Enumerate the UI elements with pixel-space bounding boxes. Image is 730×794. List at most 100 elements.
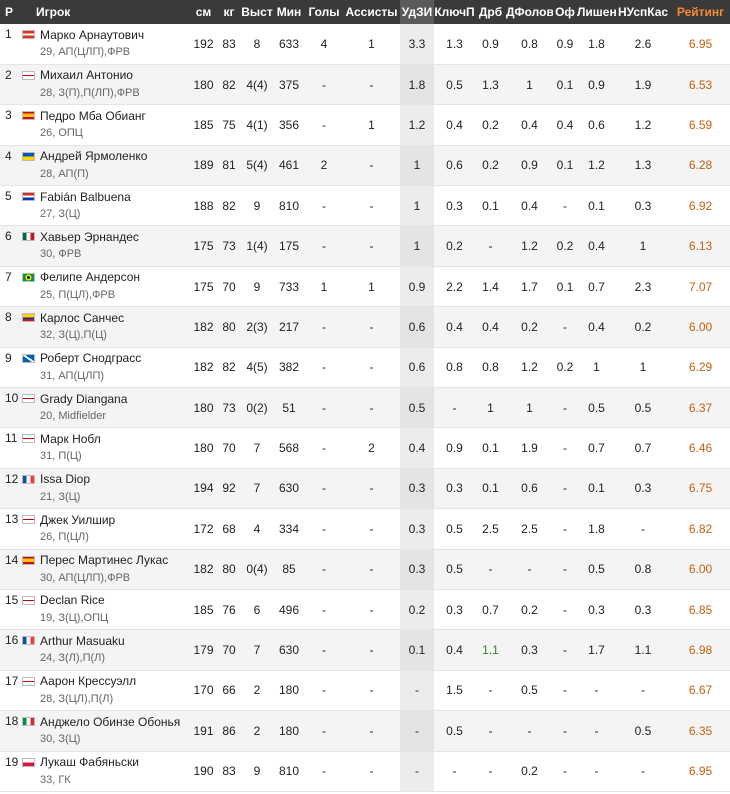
- player-cell: Андрей Ярмоленко 28, АП(П): [22, 145, 190, 187]
- mexico-flag-icon: [22, 232, 35, 242]
- player-cell: Хавьер Эрнандес 30, ФРВ: [22, 225, 190, 267]
- col-shots-on-target[interactable]: УдЗИ: [400, 0, 434, 24]
- col-goals[interactable]: Голы: [305, 0, 343, 24]
- col-player[interactable]: Игрок: [22, 0, 190, 24]
- cell-shots-on-target: 0.3: [400, 468, 434, 510]
- player-age-positions: 31, П(Ц): [40, 450, 82, 463]
- table-row[interactable]: 13 Джек Уилшир 26, П(ЦЛ) 172 68 4 334- -0.3 0.5 2…: [0, 508, 730, 550]
- table-row[interactable]: 2 Михаил Антонио 28, З(П),П(ЛП),ФРВ 180 82 4(…: [0, 64, 730, 106]
- table-row[interactable]: 8 Карлос Санчес 32, З(Ц),П(Ц) 182 80 2(3) 217-…: [0, 306, 730, 348]
- col-key-passes[interactable]: КлючП: [434, 0, 475, 24]
- rank-cell: 19: [0, 751, 22, 792]
- player-name-link[interactable]: Хавьер Эрнандес: [40, 229, 139, 244]
- col-apps[interactable]: Выст: [241, 0, 273, 24]
- cell-dispossessed: 0.4: [577, 225, 616, 267]
- rank-cell: 9: [0, 347, 22, 389]
- cell-fouled: 0.8: [506, 24, 553, 65]
- table-row[interactable]: 12 Issa Diop 21, З(Ц) 194 92 7 630- -0.3 0.3 0.1 0…: [0, 468, 730, 510]
- player-name-link[interactable]: Карлос Санчес: [40, 310, 125, 325]
- cell-offsides: 0.1: [553, 145, 577, 187]
- cell-assists: -: [343, 710, 400, 752]
- col-bad-touches[interactable]: НУспКас: [616, 0, 670, 24]
- player-name-link[interactable]: Марк Нобл: [40, 431, 101, 446]
- player-name-link[interactable]: Fabián Balbuena: [40, 189, 131, 204]
- cell-dribbles: 0.4: [475, 306, 506, 348]
- table-row[interactable]: 16 Arthur Masuaku 24, З(Л),П(Л) 179 70 7 630- -…: [0, 629, 730, 671]
- cell-mins: 461: [273, 145, 305, 187]
- cell-key-passes: 0.5: [434, 508, 475, 550]
- player-name-link[interactable]: Issa Diop: [40, 472, 91, 487]
- cell-bad-touches: 0.5: [616, 710, 670, 752]
- table-row[interactable]: 15 Declan Rice 19, З(Ц),ОПЦ 185 76 6 496- -0.2 0…: [0, 589, 730, 631]
- cell-dispossessed: 0.3: [577, 589, 616, 631]
- col-rank[interactable]: Р: [0, 0, 22, 24]
- rank-cell: 4: [0, 145, 22, 187]
- col-dispossessed[interactable]: Лишен: [577, 0, 616, 24]
- player-name-link[interactable]: Джек Уилшир: [40, 512, 116, 527]
- cell-mins: 810: [273, 751, 305, 792]
- cell-goals: -: [305, 549, 343, 590]
- cell-height: 194: [190, 468, 217, 510]
- player-cell: Джек Уилшир 26, П(ЦЛ): [22, 508, 190, 550]
- cell-shots-on-target: 0.3: [400, 549, 434, 590]
- table-row[interactable]: 5 Fabián Balbuena 27, З(Ц) 188 82 9 810- -1 0.3 0…: [0, 185, 730, 227]
- table-row[interactable]: 18 Анджело Обинзе Обонья 30, З(Ц) 191 86 2 180…: [0, 710, 730, 752]
- player-name-link[interactable]: Педро Мба Обианг: [40, 108, 146, 123]
- cell-height: 182: [190, 306, 217, 348]
- table-row[interactable]: 3 Педро Мба Обианг 26, ОПЦ 185 75 4(1) 356-1 1.…: [0, 104, 730, 146]
- col-fouled[interactable]: ДФолов: [506, 0, 553, 24]
- col-offsides[interactable]: Оф: [553, 0, 577, 24]
- rating-cell: 6.53: [670, 64, 730, 106]
- rank-cell: 5: [0, 185, 22, 227]
- cell-key-passes: 0.8: [434, 347, 475, 389]
- player-name-link[interactable]: Arthur Masuaku: [40, 633, 125, 648]
- rank-cell: 13: [0, 508, 22, 550]
- player-name-link[interactable]: Марко Арнаутович: [40, 27, 145, 42]
- cell-key-passes: 0.4: [434, 306, 475, 348]
- player-name-link[interactable]: Андрей Ярмоленко: [40, 149, 148, 164]
- col-weight[interactable]: кг: [217, 0, 241, 24]
- col-rating[interactable]: Рейтинг: [670, 0, 730, 24]
- col-height[interactable]: см: [190, 0, 217, 24]
- brazil-flag-icon: [22, 272, 35, 282]
- cell-mins: 810: [273, 185, 305, 227]
- player-name-link[interactable]: Анджело Обинзе Обонья: [40, 714, 181, 729]
- cell-bad-touches: 1.2: [616, 104, 670, 146]
- cell-dispossessed: 0.7: [577, 266, 616, 308]
- cell-offsides: -: [553, 185, 577, 227]
- player-name-link[interactable]: Лукаш Фабяньски: [40, 755, 139, 770]
- cell-height: 179: [190, 629, 217, 671]
- table-row[interactable]: 14 Перес Мартинес Лукас 30, АП(ЦЛП),ФРВ 182…: [0, 549, 730, 590]
- cell-offsides: 0.9: [553, 24, 577, 65]
- cell-dispossessed: 0.9: [577, 64, 616, 106]
- cell-height: 180: [190, 64, 217, 106]
- table-row[interactable]: 4 Андрей Ярмоленко 28, АП(П) 189 81 5(4) 461 2-…: [0, 145, 730, 187]
- player-name-link[interactable]: Grady Diangana: [40, 391, 128, 406]
- col-assists[interactable]: Ассисты: [343, 0, 400, 24]
- player-name-link[interactable]: Роберт Снодграсс: [40, 351, 142, 366]
- player-cell: Марко Арнаутович 29, АП(ЦЛП),ФРВ: [22, 24, 190, 65]
- table-row[interactable]: 17 Аарон Крессуэлл 28, З(ЦЛ),П(Л) 170 66 2 180…: [0, 670, 730, 712]
- table-row[interactable]: 7 Фелипе Андерсон 25, П(ЦЛ),ФРВ 175 70 9 733 1 1…: [0, 266, 730, 308]
- cell-offsides: -: [553, 427, 577, 469]
- player-name-link[interactable]: Аарон Крессуэлл: [40, 674, 137, 689]
- rating-cell: 6.82: [670, 508, 730, 550]
- table-row[interactable]: 6 Хавьер Эрнандес 30, ФРВ 175 73 1(4) 175- -1 0.…: [0, 225, 730, 267]
- table-row[interactable]: 9 Роберт Снодграсс 31, АП(ЦЛП) 182 82 4(5) 382…: [0, 347, 730, 389]
- player-name-link[interactable]: Declan Rice: [40, 593, 105, 608]
- cell-offsides: -: [553, 710, 577, 752]
- rating-cell: 6.95: [670, 751, 730, 792]
- player-name-link[interactable]: Перес Мартинес Лукас: [40, 553, 169, 568]
- england-flag-icon: [22, 434, 35, 444]
- player-name-link[interactable]: Михаил Антонио: [40, 68, 133, 83]
- table-row[interactable]: 1 Марко Арнаутович 29, АП(ЦЛП),ФРВ 192 83 8 63…: [0, 24, 730, 65]
- table-row[interactable]: 10 Grady Diangana 20, Midfielder 180 73 0(2) 5…: [0, 387, 730, 429]
- cell-weight: 70: [217, 266, 241, 308]
- rank-cell: 12: [0, 468, 22, 510]
- table-row[interactable]: 11 Марк Нобл 31, П(Ц) 180 70 7 568-2 0.4 0.9 0.1 1…: [0, 427, 730, 469]
- player-name-link[interactable]: Фелипе Андерсон: [40, 270, 141, 285]
- table-row[interactable]: 19 Лукаш Фабяньски 33, ГК 190 83 9 810- - - - -0.2…: [0, 751, 730, 792]
- cell-fouled: 2.5: [506, 508, 553, 550]
- col-dribbles[interactable]: Дрб: [475, 0, 506, 24]
- col-mins[interactable]: Мин: [273, 0, 305, 24]
